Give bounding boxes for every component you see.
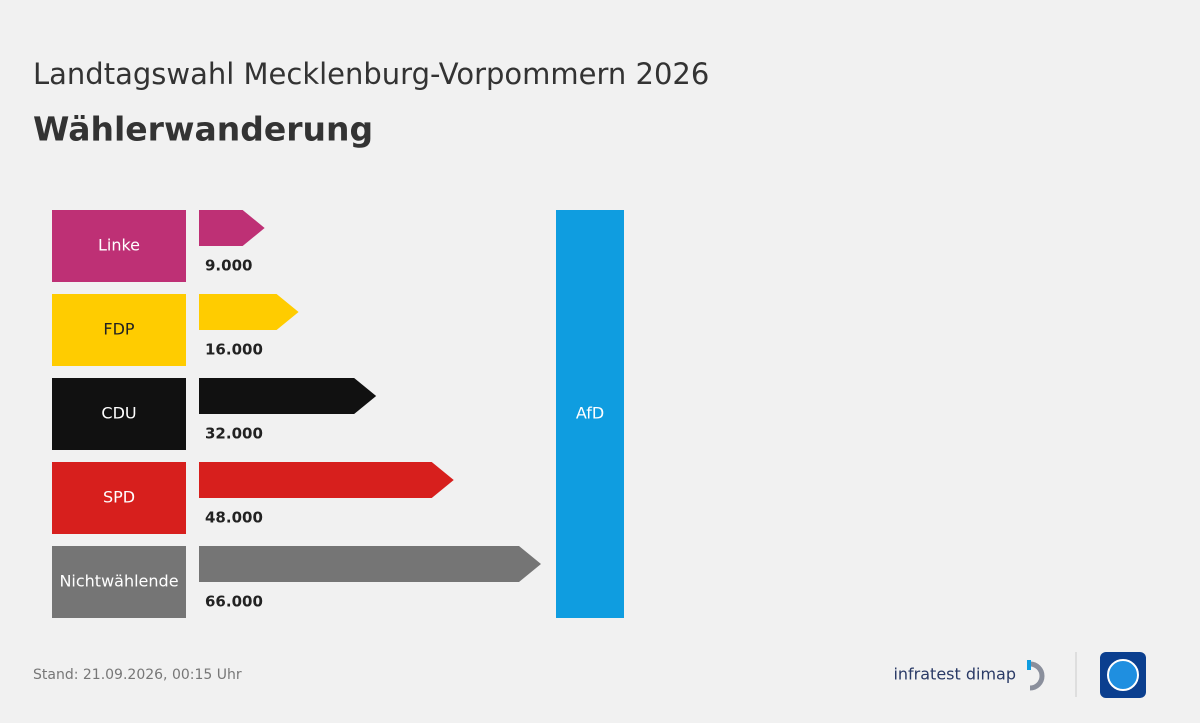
flow-arrow xyxy=(199,546,541,582)
value-label: 48.000 xyxy=(205,509,263,527)
flow-arrow xyxy=(199,210,265,246)
source-box xyxy=(52,294,186,366)
value-label: 16.000 xyxy=(205,341,263,359)
source: infratest dimap xyxy=(893,665,1016,684)
flow-arrow xyxy=(199,294,299,330)
category-label: CDU xyxy=(101,404,136,423)
category-label: SPD xyxy=(103,488,135,507)
chart-title: Landtagswahl Mecklenburg-Vorpommern 2026 xyxy=(33,57,709,91)
value-label: 9.000 xyxy=(205,257,252,275)
target-label: AfD xyxy=(576,404,604,423)
logo-globe xyxy=(1107,659,1139,691)
flow-arrow xyxy=(199,378,377,414)
value-label: 32.000 xyxy=(205,425,263,443)
category-label: Linke xyxy=(98,236,140,255)
target-bar xyxy=(556,210,624,618)
source-box xyxy=(52,462,186,534)
footnote: Stand: 21.09.2026, 00:15 Uhr xyxy=(33,667,242,683)
chart-subtitle: Wählerwanderung xyxy=(33,110,373,149)
source-box xyxy=(52,210,186,282)
source-box xyxy=(52,546,186,618)
logo-bar xyxy=(1027,660,1031,670)
logo-arc xyxy=(1029,661,1045,691)
source-logo xyxy=(1027,652,1146,698)
category-label: FDP xyxy=(103,320,135,339)
value-label: 66.000 xyxy=(205,593,263,611)
source-box xyxy=(52,378,186,450)
category-label: Nichtwählende xyxy=(59,572,178,591)
flow-arrow xyxy=(199,462,454,498)
